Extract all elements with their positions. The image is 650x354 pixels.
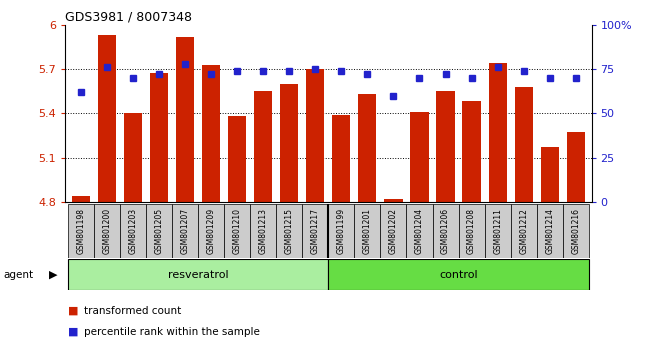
- Bar: [228, 116, 246, 202]
- Text: GSM801206: GSM801206: [441, 208, 450, 254]
- Bar: [254, 91, 272, 202]
- Bar: [463, 102, 481, 202]
- Text: GSM801207: GSM801207: [181, 208, 189, 254]
- FancyBboxPatch shape: [146, 204, 172, 258]
- Text: percentile rank within the sample: percentile rank within the sample: [84, 327, 261, 337]
- Bar: [358, 94, 376, 202]
- FancyBboxPatch shape: [198, 204, 224, 258]
- Text: ■: ■: [68, 306, 79, 316]
- Text: GSM801205: GSM801205: [154, 208, 163, 254]
- Text: GSM801208: GSM801208: [467, 208, 476, 254]
- Bar: [72, 196, 90, 202]
- FancyBboxPatch shape: [328, 259, 589, 290]
- FancyBboxPatch shape: [250, 204, 276, 258]
- Text: GDS3981 / 8007348: GDS3981 / 8007348: [65, 11, 192, 24]
- Bar: [489, 63, 507, 202]
- Text: GSM801209: GSM801209: [207, 208, 215, 254]
- Text: GSM801201: GSM801201: [363, 208, 372, 254]
- Text: GSM801212: GSM801212: [519, 208, 528, 254]
- Text: GSM801198: GSM801198: [76, 208, 85, 254]
- Bar: [150, 73, 168, 202]
- Text: ▶: ▶: [49, 269, 57, 280]
- Text: GSM801217: GSM801217: [311, 208, 320, 254]
- Bar: [306, 69, 324, 202]
- Text: control: control: [439, 269, 478, 280]
- Text: GSM801216: GSM801216: [571, 208, 580, 254]
- FancyBboxPatch shape: [68, 204, 94, 258]
- Text: GSM801214: GSM801214: [545, 208, 554, 254]
- Bar: [384, 199, 402, 202]
- FancyBboxPatch shape: [302, 204, 328, 258]
- FancyBboxPatch shape: [172, 204, 198, 258]
- Bar: [98, 35, 116, 202]
- Bar: [332, 115, 350, 202]
- FancyBboxPatch shape: [224, 204, 250, 258]
- FancyBboxPatch shape: [537, 204, 563, 258]
- Bar: [124, 113, 142, 202]
- Text: transformed count: transformed count: [84, 306, 182, 316]
- FancyBboxPatch shape: [120, 204, 146, 258]
- FancyBboxPatch shape: [511, 204, 537, 258]
- FancyBboxPatch shape: [68, 259, 328, 290]
- Text: GSM801213: GSM801213: [259, 208, 268, 254]
- Bar: [567, 132, 585, 202]
- Text: GSM801200: GSM801200: [102, 208, 111, 254]
- FancyBboxPatch shape: [328, 204, 354, 258]
- Bar: [280, 84, 298, 202]
- FancyBboxPatch shape: [458, 204, 485, 258]
- Text: GSM801202: GSM801202: [389, 208, 398, 254]
- Bar: [541, 147, 559, 202]
- Text: resveratrol: resveratrol: [168, 269, 228, 280]
- Text: GSM801215: GSM801215: [285, 208, 294, 254]
- FancyBboxPatch shape: [94, 204, 120, 258]
- Bar: [176, 36, 194, 202]
- Text: GSM801204: GSM801204: [415, 208, 424, 254]
- Text: GSM801203: GSM801203: [128, 208, 137, 254]
- FancyBboxPatch shape: [432, 204, 458, 258]
- FancyBboxPatch shape: [276, 204, 302, 258]
- FancyBboxPatch shape: [380, 204, 406, 258]
- FancyBboxPatch shape: [563, 204, 589, 258]
- Bar: [515, 87, 533, 202]
- Bar: [436, 91, 454, 202]
- Text: GSM801211: GSM801211: [493, 208, 502, 254]
- Text: GSM801199: GSM801199: [337, 208, 346, 254]
- Text: GSM801210: GSM801210: [233, 208, 242, 254]
- FancyBboxPatch shape: [354, 204, 380, 258]
- Text: agent: agent: [3, 269, 33, 280]
- FancyBboxPatch shape: [406, 204, 432, 258]
- FancyBboxPatch shape: [485, 204, 511, 258]
- Bar: [410, 112, 428, 202]
- Text: ■: ■: [68, 327, 79, 337]
- Bar: [202, 64, 220, 202]
